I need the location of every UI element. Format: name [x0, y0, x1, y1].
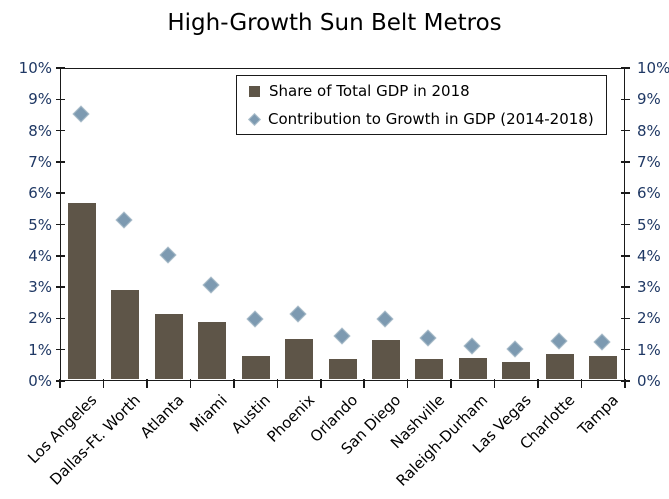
y-axis-tick-left [55, 192, 65, 194]
y-axis-tick-right [620, 161, 630, 163]
y-axis-tick-left [55, 255, 65, 257]
bar [371, 340, 400, 380]
bar [154, 313, 183, 380]
bar [241, 355, 270, 380]
bar [328, 359, 357, 380]
y-axis-label-left: 7% [28, 152, 52, 171]
bar [458, 357, 487, 380]
y-axis-label-right: 1% [637, 340, 661, 359]
y-axis-label-left: 8% [28, 121, 52, 140]
y-axis-label-left: 1% [28, 340, 52, 359]
bar [415, 359, 444, 380]
legend-item-scatter-series: Contribution to Growth in GDP (2014-2018… [248, 107, 606, 131]
chart-title: High-Growth Sun Belt Metros [167, 10, 502, 36]
x-category-label: Tampa [574, 391, 623, 439]
y-axis-label-left: 3% [28, 278, 52, 297]
x-axis-tick [276, 379, 279, 388]
y-axis-label-right: 8% [637, 121, 661, 140]
y-axis-label-right: 0% [637, 372, 661, 390]
y-axis-tick-right [620, 286, 630, 288]
y-axis-tick-right [620, 67, 630, 69]
y-axis-tick-left [55, 317, 65, 320]
y-axis-label-right: 4% [637, 246, 661, 265]
y-axis-tick-left [55, 348, 65, 351]
x-axis-tick [537, 379, 539, 388]
y-axis-tick-right [620, 192, 630, 194]
y-axis-label-right: 6% [637, 184, 661, 203]
bar [589, 355, 618, 380]
y-axis-tick-right [620, 98, 630, 101]
x-axis-tick [320, 379, 322, 388]
legend-item-bar-series: Share of Total GDP in 2018 [249, 79, 606, 103]
x-category-label: Miami [186, 391, 231, 436]
y-axis-label-left: 2% [28, 309, 52, 328]
bar [502, 362, 531, 380]
y-axis-label-right: 3% [637, 278, 661, 297]
scatter-series-swatch-icon [248, 112, 261, 126]
x-category-label: Atlanta [136, 391, 188, 442]
x-axis-tick [59, 379, 61, 388]
x-axis-tick [233, 379, 235, 388]
x-axis-tick [189, 379, 192, 388]
bar [198, 321, 227, 380]
x-category-label: Phoenix [262, 391, 318, 446]
y-axis-label-right: 7% [637, 152, 661, 171]
y-axis-label-left: 5% [28, 215, 52, 234]
legend-label: Share of Total GDP in 2018 [269, 82, 470, 100]
x-axis-tick [102, 379, 105, 388]
x-axis-tick [406, 379, 409, 388]
y-axis-label-right: 10% [637, 59, 669, 77]
y-axis-label-right: 2% [637, 309, 661, 328]
y-axis-label-left: 9% [28, 90, 52, 109]
legend-label: Contribution to Growth in GDP (2014-2018… [268, 110, 594, 128]
y-axis-label-right: 5% [637, 215, 661, 234]
y-axis-tick-left [55, 161, 65, 163]
y-axis-tick-right [620, 255, 630, 257]
x-axis-tick [580, 379, 583, 388]
bar [545, 354, 574, 380]
chart-legend: Share of Total GDP in 2018 Contribution … [236, 75, 607, 135]
x-axis-tick [493, 379, 496, 388]
y-axis-tick-right [620, 317, 630, 320]
y-axis-tick-right [620, 348, 630, 351]
y-axis-tick-left [55, 67, 65, 69]
x-axis-tick [146, 379, 148, 388]
y-axis-label-right: 9% [637, 90, 661, 109]
x-axis-tick [624, 379, 626, 388]
x-axis-tick [450, 379, 452, 388]
y-axis-label-left: 0% [28, 372, 52, 390]
bar [67, 202, 96, 380]
y-axis-tick-right [620, 129, 630, 132]
bar [111, 290, 140, 380]
y-axis-tick-right [620, 223, 630, 226]
y-axis-label-left: 10% [18, 59, 52, 77]
x-axis-tick [363, 379, 365, 388]
y-axis-tick-left [55, 98, 65, 101]
bar [285, 338, 314, 380]
y-axis-label-left: 4% [28, 246, 52, 265]
y-axis-label-left: 6% [28, 184, 52, 203]
y-axis-tick-left [55, 223, 65, 226]
y-axis-tick-left [55, 286, 65, 288]
y-axis-tick-left [55, 129, 65, 132]
bar-series-swatch-icon [249, 85, 260, 97]
